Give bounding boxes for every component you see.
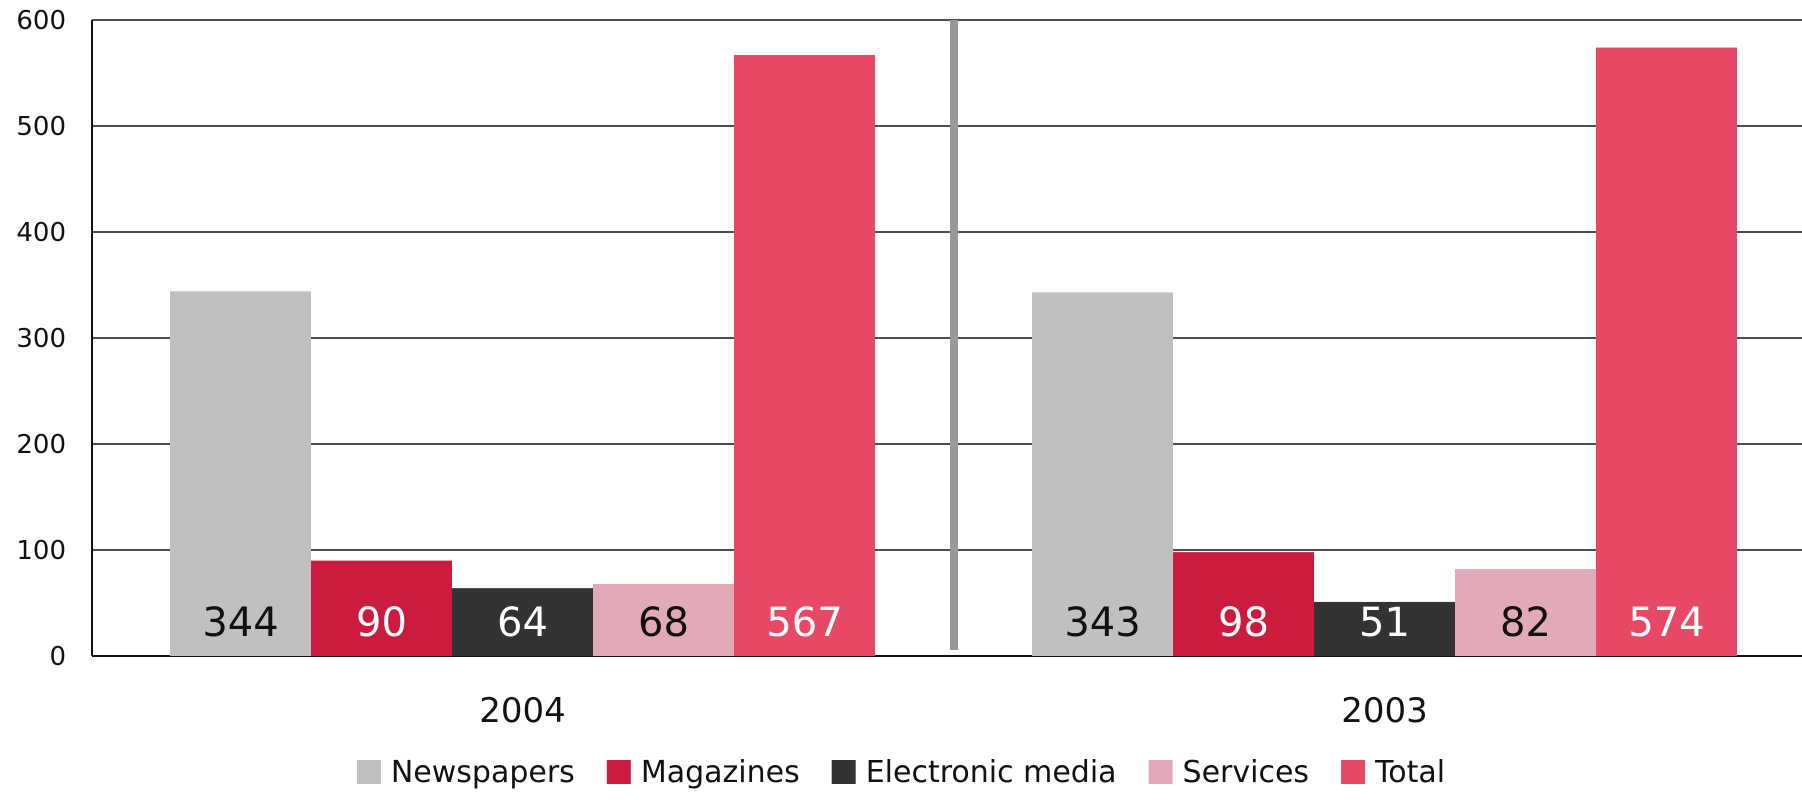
bar (1596, 47, 1737, 657)
x-tick-label: 2004 (479, 691, 566, 731)
y-tick-label: 300 (16, 324, 66, 354)
legend-label: Services (1183, 755, 1310, 790)
data-label: 90 (356, 600, 407, 646)
data-label: 82 (1500, 600, 1551, 646)
legend-swatch (831, 760, 856, 784)
legend-label: Newspapers (391, 755, 575, 790)
y-tick-label: 100 (16, 536, 66, 566)
data-label: 51 (1359, 600, 1410, 646)
data-label: 343 (1064, 600, 1140, 646)
bar (170, 291, 311, 656)
y-tick-label: 500 (16, 112, 66, 142)
bar (734, 54, 875, 657)
legend-label: Total (1374, 755, 1445, 790)
x-tick-label: 2003 (1341, 691, 1428, 731)
data-label: 574 (1628, 600, 1704, 646)
legend-swatch (606, 760, 631, 784)
bar (593, 583, 734, 656)
data-label: 98 (1218, 600, 1269, 646)
bar (311, 560, 452, 656)
bar (452, 588, 593, 656)
bar (1455, 569, 1596, 656)
legend-label: Magazines (641, 755, 800, 790)
data-label: 64 (497, 600, 548, 646)
data-label: 68 (638, 600, 689, 646)
y-tick-label: 0 (49, 642, 66, 672)
legend-swatch (1148, 760, 1173, 784)
bar (1173, 552, 1314, 656)
y-tick-label: 400 (16, 218, 66, 248)
y-tick-label: 600 (16, 6, 66, 36)
y-tick-label: 200 (16, 430, 66, 460)
data-label: 567 (766, 600, 842, 646)
bar (1314, 601, 1455, 656)
bar (1032, 292, 1173, 656)
legend-swatch (1341, 760, 1366, 784)
group-separator (950, 20, 958, 650)
data-label: 344 (202, 600, 278, 646)
legend-label: Electronic media (866, 755, 1117, 790)
legend-swatch (356, 760, 381, 784)
